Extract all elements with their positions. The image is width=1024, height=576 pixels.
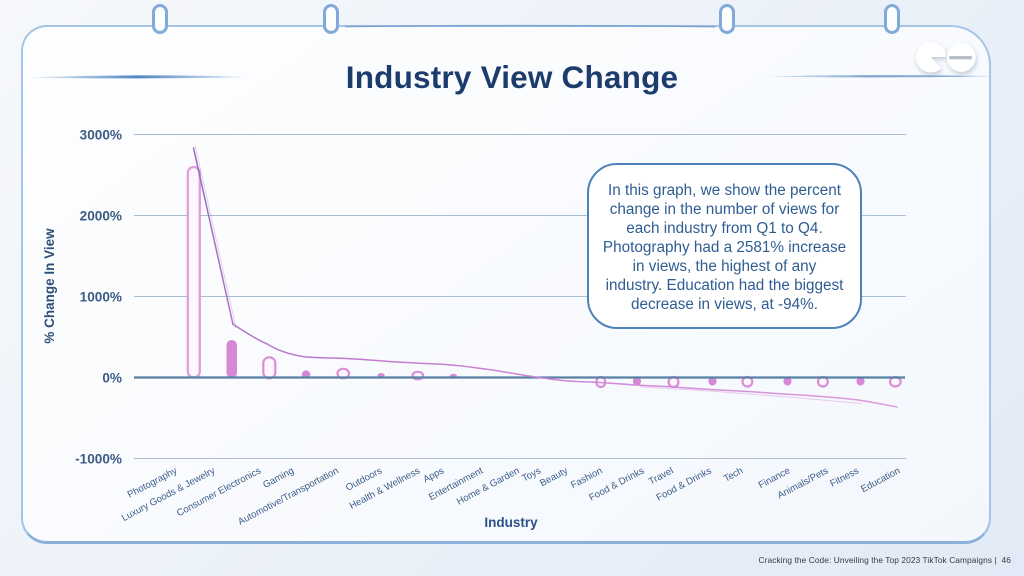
svg-text:Industry: Industry [484, 515, 538, 530]
svg-text:0%: 0% [102, 371, 122, 386]
svg-text:2000%: 2000% [80, 209, 122, 224]
svg-text:Fitness: Fitness [828, 465, 861, 489]
svg-text:Education: Education [859, 465, 902, 495]
svg-text:Tech: Tech [722, 465, 745, 484]
svg-text:Health & Wellness: Health & Wellness [348, 465, 422, 512]
svg-text:1000%: 1000% [80, 290, 122, 305]
svg-text:-1000%: -1000% [75, 452, 122, 467]
svg-text:Home & Garden: Home & Garden [455, 465, 521, 507]
svg-text:Beauty: Beauty [538, 465, 570, 489]
svg-text:Gaming: Gaming [261, 465, 296, 490]
svg-text:Apps: Apps [422, 465, 447, 485]
svg-text:3000%: 3000% [80, 128, 122, 143]
svg-text:% Change In View: % Change In View [42, 228, 57, 344]
